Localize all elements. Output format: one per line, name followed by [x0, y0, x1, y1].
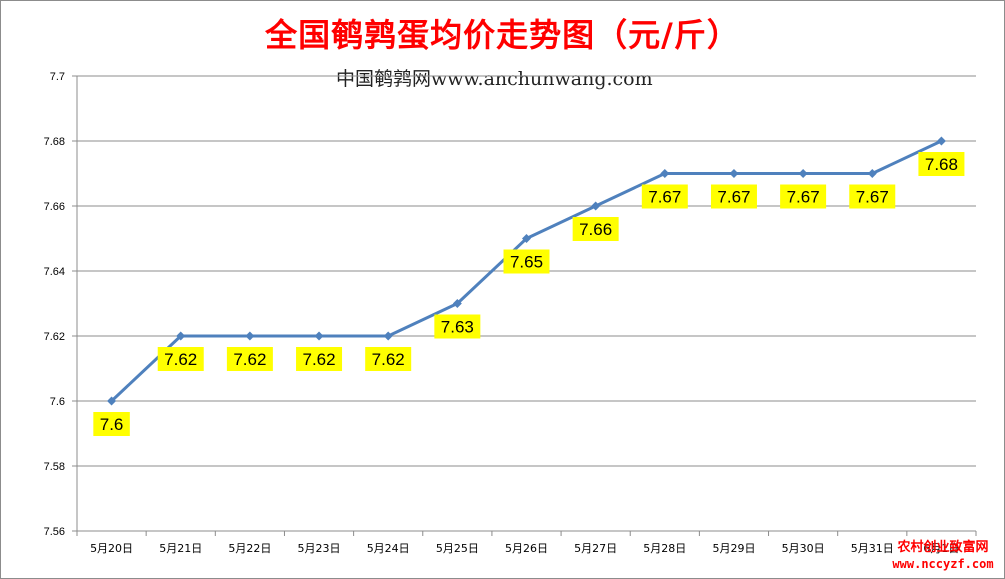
- data-label: 7.65: [510, 253, 543, 272]
- data-point: [522, 234, 531, 243]
- x-tick-label: 6月1日: [923, 542, 959, 555]
- data-label: 7.67: [787, 188, 820, 207]
- data-point: [314, 331, 324, 341]
- chart-subtitle: 中国鹌鹑网www.anchunwang.com: [336, 68, 653, 90]
- data-label-bg: [365, 347, 412, 371]
- data-point: [729, 169, 739, 178]
- x-tick-label: 5月20日: [90, 542, 133, 555]
- y-tick-label: 7.64: [44, 266, 65, 278]
- watermark: 农村创业致富网 www.nccyzf.com: [884, 540, 1002, 572]
- data-label-bg: [434, 314, 481, 339]
- data-point: [798, 169, 808, 178]
- data-label-bg: [918, 152, 965, 176]
- x-tick-label: 5月23日: [298, 542, 341, 555]
- data-label-bg: [572, 217, 619, 241]
- data-label: 7.63: [441, 318, 474, 337]
- data-point: [245, 331, 255, 341]
- data-label: 7.67: [717, 188, 750, 207]
- x-tick-label: 5月26日: [505, 542, 548, 555]
- data-label-bg: [226, 347, 273, 371]
- y-tick-label: 7.58: [44, 461, 65, 473]
- data-label-bg: [157, 347, 204, 371]
- data-label: 7.62: [164, 350, 197, 369]
- data-label: 7.67: [648, 188, 681, 207]
- x-tick-label: 5月22日: [228, 542, 271, 555]
- data-label-bg: [296, 347, 343, 371]
- data-point: [383, 331, 393, 341]
- chart-title: 全国鹌鹑蛋均价走势图（元/斤）: [265, 16, 740, 54]
- data-label-bg: [849, 184, 896, 209]
- data-label-bg: [641, 184, 688, 209]
- data-label-bg: [93, 412, 130, 436]
- y-tick-label: 7.68: [44, 136, 65, 148]
- y-tick-label: 7.56: [44, 526, 65, 538]
- y-tick-label: 7.62: [44, 331, 65, 343]
- x-tick-label: 5月25日: [436, 542, 479, 555]
- data-label: 7.62: [372, 350, 405, 369]
- data-label: 7.68: [925, 155, 958, 174]
- data-point: [176, 331, 186, 341]
- data-point: [591, 201, 601, 211]
- data-label: 7.6: [100, 415, 124, 434]
- data-label-bg: [503, 249, 550, 274]
- x-tick-label: 5月28日: [643, 542, 686, 555]
- y-tick-label: 7.66: [44, 201, 65, 213]
- data-label: 7.67: [856, 188, 889, 207]
- data-label: 7.66: [579, 220, 612, 239]
- watermark-line1: 农村创业致富网: [897, 540, 989, 555]
- x-tick-label: 5月29日: [712, 542, 755, 555]
- x-tick-label: 5月21日: [159, 542, 202, 555]
- data-point: [107, 396, 117, 406]
- x-tick-label: 5月24日: [367, 542, 410, 555]
- y-tick-label: 7.6: [50, 396, 65, 408]
- data-point: [452, 299, 462, 308]
- x-tick-label: 5月27日: [574, 542, 617, 555]
- data-label-bg: [710, 184, 757, 209]
- x-tick-label: 5月31日: [851, 542, 894, 555]
- data-point: [936, 136, 946, 146]
- watermark-line2: www.nccyzf.com: [892, 557, 994, 571]
- y-tick-label: 7.7: [50, 71, 65, 83]
- x-tick-label: 5月30日: [782, 542, 825, 555]
- data-label: 7.62: [233, 350, 266, 369]
- data-point: [660, 169, 670, 178]
- data-label: 7.62: [302, 350, 335, 369]
- data-point: [867, 169, 877, 178]
- data-label-bg: [780, 184, 827, 209]
